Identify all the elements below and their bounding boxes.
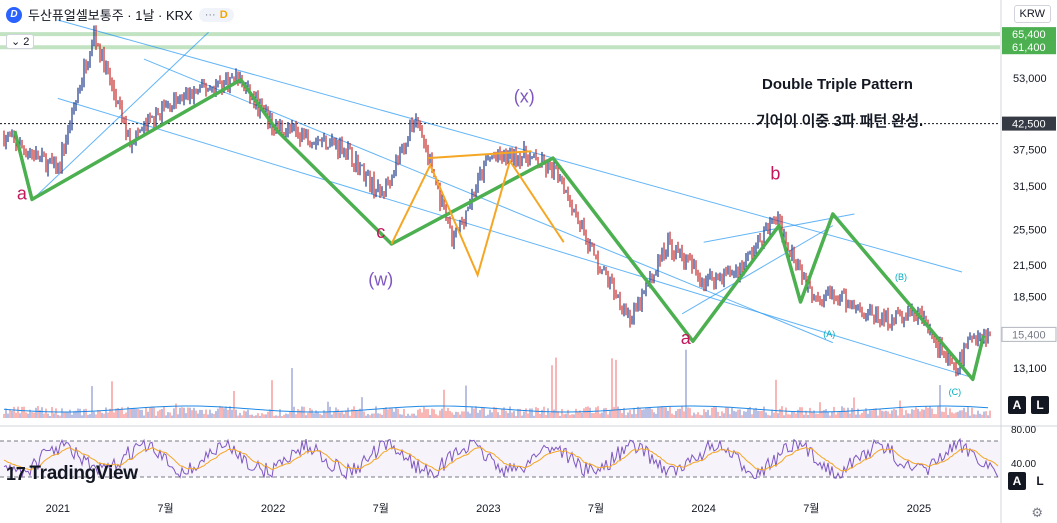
price-label-box	[1001, 326, 1057, 342]
time-tick-label: 7월	[803, 502, 819, 515]
wave-orange-line	[390, 158, 565, 278]
price-tick-label: 37,500	[1013, 145, 1047, 157]
rsi-ma-line	[3, 446, 999, 472]
rsi-auto-scale-button[interactable]: A	[1008, 472, 1026, 490]
time-tick-label: 2024	[691, 503, 715, 515]
price-tick-label: 25,500	[1013, 225, 1047, 237]
wave-label: b	[770, 163, 780, 183]
price-tick-label: 21,500	[1013, 260, 1047, 272]
symbol-title[interactable]: 두산퓨얼셀보통주 · 1날 · KRX	[28, 8, 193, 23]
price-label-text: 65,400	[1012, 29, 1046, 41]
delayed-data-icon: D	[219, 8, 228, 21]
wave-label: (C)	[949, 387, 962, 397]
currency-selector[interactable]: KRW	[1013, 5, 1051, 23]
tradingview-logo[interactable]: 17 TradingView	[6, 463, 138, 485]
status-badge[interactable]: ··· D	[198, 7, 234, 22]
tradingview-brand: TradingView	[29, 463, 138, 484]
price-tick-label: 18,500	[1013, 291, 1047, 303]
channel-line	[57, 97, 973, 379]
price-label-text: 15,400	[1012, 329, 1046, 341]
log-scale-button[interactable]: L	[1031, 396, 1049, 414]
auto-scale-button[interactable]: A	[1008, 396, 1026, 414]
price-tick-label: 53,000	[1013, 73, 1047, 85]
chart-header: D 두산퓨얼셀보통주 · 1날 · KRX ··· D	[6, 5, 234, 24]
indicator-collapse-button[interactable]: ⌄ 2	[6, 34, 35, 49]
time-tick-label: 2025	[907, 503, 931, 515]
volume-ma-line	[3, 405, 989, 413]
time-tick-label: 2023	[476, 503, 500, 515]
channel-line	[57, 19, 963, 273]
wave-label: (B)	[895, 272, 907, 282]
channel-line	[143, 58, 834, 344]
rsi-pane	[0, 428, 1000, 498]
rsi-tick-label: 80.00	[1011, 425, 1036, 436]
time-tick-label: 7월	[588, 502, 604, 515]
time-tick-label: 7월	[373, 502, 389, 515]
price-label-text: 42,500	[1012, 119, 1046, 131]
rsi-log-scale-button[interactable]: L	[1031, 472, 1049, 490]
time-tick-label: 2022	[261, 503, 285, 515]
rsi-tick-label: 40.00	[1011, 459, 1036, 470]
rsi-line	[3, 437, 999, 481]
annotation-line1: Double Triple Pattern	[762, 76, 913, 93]
badge-dots: ···	[204, 8, 216, 21]
exchange-logo-icon: D	[6, 6, 22, 23]
annotation-line2: 기어이 이중 3파 패턴 완성.	[756, 112, 923, 130]
price-label-box	[1002, 40, 1056, 55]
wave-label: c	[376, 222, 385, 242]
price-label-text: 61,400	[1012, 42, 1046, 54]
wave-label: a	[681, 328, 692, 348]
price-tick-label: 31,500	[1013, 181, 1047, 193]
price-label-box	[1002, 27, 1056, 42]
settings-gear-icon[interactable]: ⚙	[1031, 505, 1043, 520]
wave-label: a	[17, 183, 28, 203]
channel-line	[681, 225, 834, 315]
volume-bars	[3, 349, 991, 418]
triangle-top-line	[428, 150, 532, 160]
price-label-box	[1002, 116, 1056, 131]
wave-label: (w)	[368, 269, 393, 289]
price-tick-label: 13,100	[1013, 363, 1047, 375]
wave-label: (A)	[823, 329, 835, 339]
tradingview-mark-icon: 17	[6, 463, 26, 484]
wave-main-line	[13, 77, 986, 382]
wave-label: (x)	[514, 87, 535, 107]
time-tick-label: 7월	[157, 502, 173, 515]
time-tick-label: 2021	[46, 503, 70, 515]
